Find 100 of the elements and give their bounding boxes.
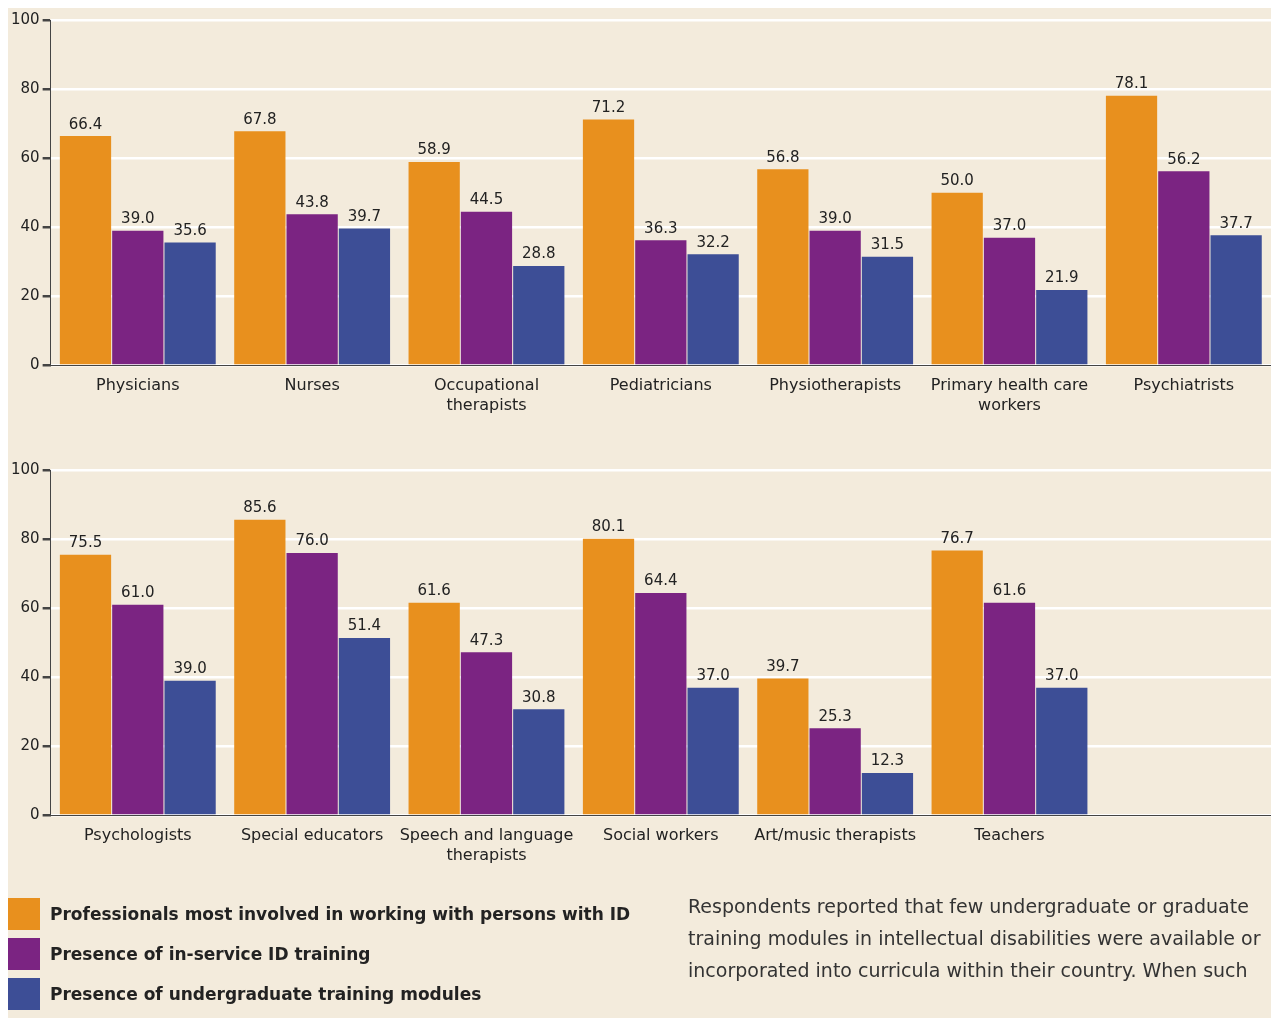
data-label: 37.7	[1219, 213, 1253, 232]
bar	[582, 538, 635, 815]
x-tick-label: Teachers	[973, 825, 1045, 845]
bar	[513, 266, 565, 365]
x-tick-label: Social workers	[603, 825, 719, 845]
data-label: 39.0	[173, 659, 207, 678]
data-label: 37.0	[1045, 666, 1079, 685]
bar	[983, 602, 1036, 815]
bar	[286, 552, 338, 815]
data-label: 78.1	[1114, 74, 1149, 93]
bar	[460, 211, 513, 365]
data-label: 21.9	[1045, 268, 1079, 287]
x-tick-label: Art/music therapists	[754, 825, 917, 845]
y-tick-label: 40	[20, 217, 40, 236]
text: Respondents reported that few undergraduate or graduate training modules in intellectual disabilities were available or incorporated into curricula within their country. When such	[687, 894, 1262, 983]
x-tick-label: Pediatricians	[609, 375, 712, 395]
x-tick-label: Physiotherapists	[769, 375, 902, 395]
y-tick-label: 100	[10, 459, 40, 478]
data-label: 50.0	[940, 171, 974, 190]
data-label: 25.3	[818, 706, 852, 725]
bar	[1105, 95, 1158, 365]
bar	[757, 169, 809, 365]
data-label: 61.0	[121, 583, 155, 602]
bar	[234, 519, 286, 815]
bar	[112, 230, 164, 365]
data-label: 30.8	[522, 687, 556, 706]
data-label: 12.3	[870, 751, 905, 770]
x-tick-label: Primary health care workers	[930, 375, 1089, 414]
data-label: 58.9	[417, 140, 451, 159]
y-tick-label: 0	[30, 355, 40, 374]
data-label: 39.7	[347, 206, 382, 225]
data-label: 85.6	[243, 498, 277, 517]
bar	[1210, 235, 1262, 365]
x-tick-label: Nurses	[284, 375, 340, 395]
bar	[408, 162, 460, 365]
bar	[408, 602, 460, 815]
bar	[460, 652, 513, 815]
y-tick-label: 60	[20, 598, 40, 617]
bar	[931, 192, 983, 365]
y-tick-label: 60	[20, 148, 40, 167]
y-tick-label: 20	[20, 736, 40, 755]
legend-label: Presence of in-service ID training	[50, 944, 371, 964]
data-label: 39.0	[121, 209, 155, 228]
legend-label: Presence of undergraduate training modules	[50, 984, 482, 1004]
data-label: 36.3	[644, 218, 678, 237]
y-tick-label: 100	[10, 9, 40, 28]
bar	[809, 230, 861, 365]
bar	[861, 773, 914, 815]
data-label: 66.4	[68, 114, 103, 133]
data-label: 80.1	[591, 517, 626, 536]
data-label: 76.0	[295, 531, 329, 550]
bar	[59, 554, 112, 815]
data-label: 39.0	[818, 209, 852, 228]
x-tick-label: Speech and language therapists	[399, 825, 574, 864]
x-tick-label: Psychologists	[83, 825, 192, 845]
bar	[687, 254, 739, 365]
bar	[983, 237, 1036, 365]
bar	[513, 709, 565, 815]
bar	[1036, 687, 1088, 815]
data-label: 61.6	[992, 581, 1027, 600]
y-tick-label: 40	[20, 667, 40, 686]
bar	[582, 119, 635, 365]
data-label: 51.4	[347, 616, 382, 635]
data-label: 43.8	[295, 192, 329, 211]
data-label: 56.2	[1167, 149, 1201, 168]
bar	[931, 550, 983, 815]
bar	[338, 637, 391, 815]
data-label: 28.8	[522, 244, 556, 263]
data-label: 39.7	[766, 656, 800, 675]
data-label: 75.5	[68, 533, 103, 552]
data-label: 35.6	[173, 220, 207, 239]
bar	[809, 728, 861, 815]
bar	[1036, 289, 1088, 365]
data-label: 67.8	[243, 109, 277, 128]
bar	[112, 604, 164, 815]
bar	[861, 256, 914, 365]
data-label: 44.5	[469, 190, 504, 209]
data-label: 56.8	[766, 147, 800, 166]
y-tick-label: 0	[30, 805, 40, 824]
x-tick-label: Physicians	[96, 375, 180, 395]
data-label: 64.4	[644, 571, 678, 590]
x-tick-label: Special educators	[240, 825, 384, 845]
bar	[59, 136, 112, 365]
bar	[635, 240, 687, 365]
data-label: 37.0	[696, 666, 730, 685]
bar	[1158, 171, 1210, 365]
data-label: 32.2	[696, 232, 730, 251]
x-tick-label: Psychiatrists	[1133, 375, 1235, 395]
bar	[757, 678, 809, 815]
bar	[234, 131, 286, 365]
legend-label: Professionals most involved in working with persons with ID	[50, 904, 631, 924]
data-label: 31.5	[870, 235, 905, 254]
y-tick-label: 80	[20, 529, 40, 548]
data-label: 71.2	[591, 97, 626, 116]
bar	[635, 593, 687, 815]
bar	[164, 680, 216, 815]
y-tick-label: 20	[20, 286, 40, 305]
bar	[164, 242, 216, 365]
data-label: 47.3	[469, 630, 504, 649]
bar	[286, 214, 338, 365]
